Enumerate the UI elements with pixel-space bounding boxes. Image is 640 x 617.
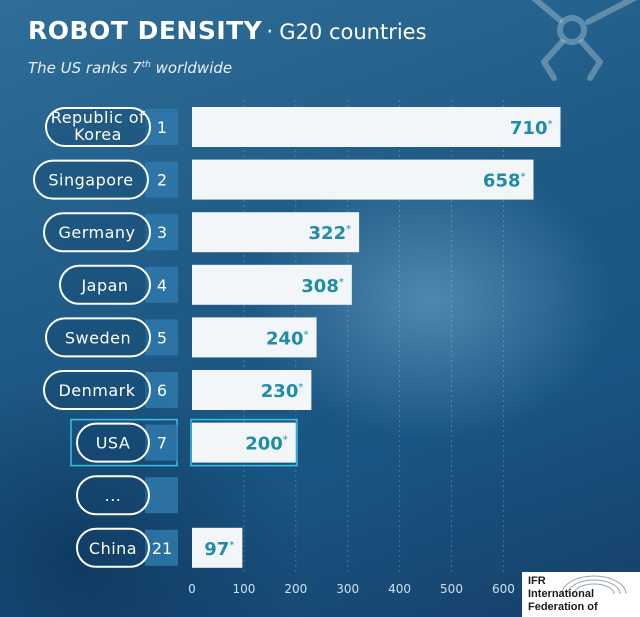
rank-label: 4 bbox=[157, 276, 167, 295]
country-label: Sweden bbox=[65, 328, 131, 347]
country-pill bbox=[76, 527, 150, 568]
bar bbox=[192, 422, 296, 463]
title-main: ROBOT DENSITY bbox=[28, 16, 263, 45]
rank-label: 1 bbox=[157, 118, 167, 137]
rank-box bbox=[145, 161, 178, 198]
bar bbox=[192, 159, 534, 200]
bar bbox=[192, 317, 317, 358]
highlight-bar-box bbox=[190, 418, 298, 467]
rank-label: 2 bbox=[157, 171, 167, 190]
rank-label: 5 bbox=[157, 328, 167, 347]
rank-label: 7 bbox=[157, 434, 167, 453]
x-tick-label: 600 bbox=[492, 582, 515, 596]
country-pill bbox=[43, 370, 151, 410]
country-label: Germany bbox=[58, 223, 135, 242]
country-pill bbox=[43, 212, 151, 253]
country-label-line-1: Republic of bbox=[51, 108, 145, 127]
chart-subtitle: The US ranks 7th worldwide bbox=[28, 59, 232, 77]
country-pill bbox=[45, 107, 151, 147]
country-label: ... bbox=[105, 486, 122, 505]
subtitle-pre: The US ranks 7 bbox=[28, 59, 142, 77]
country-label: Japan bbox=[80, 276, 128, 295]
bar bbox=[192, 107, 561, 147]
rank-label: 3 bbox=[157, 223, 167, 242]
value-label: 322* bbox=[309, 223, 352, 244]
subtitle-post: worldwide bbox=[150, 59, 233, 77]
rank-box bbox=[145, 477, 178, 514]
x-tick-label: 100 bbox=[232, 582, 255, 596]
value-label: 308* bbox=[301, 276, 344, 297]
bar bbox=[192, 212, 360, 253]
value-label: 200* bbox=[245, 434, 288, 455]
rank-label: 6 bbox=[157, 381, 167, 400]
country-label: Denmark bbox=[58, 381, 135, 400]
x-tick-label: 500 bbox=[440, 582, 463, 596]
value-label: 230* bbox=[261, 381, 304, 402]
country-pill bbox=[76, 422, 150, 463]
x-tick-label: 200 bbox=[284, 582, 307, 596]
ifr-logo-arc bbox=[561, 575, 627, 595]
value-label: 97* bbox=[204, 539, 234, 560]
x-tick-label: 400 bbox=[388, 582, 411, 596]
value-label: 710* bbox=[510, 118, 553, 139]
x-tick-label: 0 bbox=[188, 582, 196, 596]
country-pill bbox=[33, 159, 149, 200]
rank-box bbox=[145, 529, 178, 566]
logo-line-1: IFR bbox=[528, 575, 546, 587]
rank-box bbox=[145, 424, 178, 461]
bar bbox=[192, 527, 243, 568]
robot-arm-icon bbox=[531, 0, 637, 81]
logo-line-3: Federation of bbox=[528, 601, 598, 613]
x-tick-label: 300 bbox=[336, 582, 359, 596]
bar bbox=[192, 370, 312, 410]
subtitle-sup: th bbox=[141, 60, 151, 70]
country-pill bbox=[45, 317, 151, 358]
rank-label: 21 bbox=[152, 539, 172, 558]
title-sub: G20 countries bbox=[279, 20, 427, 44]
logo-line-2: International bbox=[528, 588, 595, 600]
country-pill bbox=[59, 264, 151, 305]
chart-title: ROBOT DENSITY · G20 countries bbox=[28, 16, 427, 45]
country-pill bbox=[76, 475, 150, 516]
value-label: 658* bbox=[483, 171, 526, 192]
title-separator: · bbox=[266, 20, 274, 45]
country-label: China bbox=[89, 539, 137, 558]
value-label: 240* bbox=[266, 328, 309, 349]
bar bbox=[192, 264, 352, 305]
country-label: Singapore bbox=[48, 171, 133, 190]
country-label: USA bbox=[96, 434, 131, 453]
country-label-line-2: Korea bbox=[74, 125, 122, 144]
ifr-logo: IFR International Federation of bbox=[522, 572, 640, 617]
